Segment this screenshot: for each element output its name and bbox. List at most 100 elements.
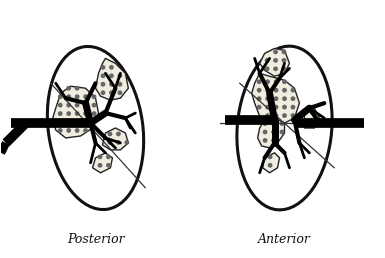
Circle shape xyxy=(117,132,120,136)
Circle shape xyxy=(75,112,79,115)
Circle shape xyxy=(274,59,277,62)
Circle shape xyxy=(75,95,79,98)
Circle shape xyxy=(67,112,70,115)
Circle shape xyxy=(67,129,70,132)
Circle shape xyxy=(272,130,275,134)
Circle shape xyxy=(275,114,278,117)
Polygon shape xyxy=(53,86,99,138)
Polygon shape xyxy=(259,49,290,76)
Circle shape xyxy=(107,164,110,167)
Circle shape xyxy=(110,74,113,77)
Circle shape xyxy=(291,88,295,92)
Circle shape xyxy=(101,74,105,77)
Circle shape xyxy=(67,103,70,107)
Circle shape xyxy=(280,130,284,134)
Circle shape xyxy=(258,106,261,109)
Circle shape xyxy=(258,80,261,83)
Circle shape xyxy=(59,95,62,98)
Text: Anterior: Anterior xyxy=(258,233,311,246)
Circle shape xyxy=(266,80,269,83)
Circle shape xyxy=(266,106,269,109)
Polygon shape xyxy=(258,118,285,148)
Circle shape xyxy=(118,83,122,86)
Circle shape xyxy=(275,80,278,83)
Circle shape xyxy=(266,88,269,92)
Circle shape xyxy=(283,106,286,109)
Circle shape xyxy=(84,95,87,98)
Circle shape xyxy=(275,88,278,92)
Circle shape xyxy=(263,122,267,125)
Circle shape xyxy=(275,97,278,100)
Circle shape xyxy=(280,122,284,125)
Circle shape xyxy=(272,139,275,142)
Circle shape xyxy=(258,88,261,92)
Polygon shape xyxy=(92,153,112,173)
Circle shape xyxy=(84,120,87,124)
Circle shape xyxy=(67,120,70,124)
Circle shape xyxy=(118,74,122,77)
Circle shape xyxy=(125,141,129,144)
Circle shape xyxy=(84,103,87,107)
Circle shape xyxy=(92,112,96,115)
Circle shape xyxy=(59,129,62,132)
Circle shape xyxy=(263,139,267,142)
Polygon shape xyxy=(252,73,300,123)
Circle shape xyxy=(59,103,62,107)
Circle shape xyxy=(283,97,286,100)
Circle shape xyxy=(274,67,277,70)
Circle shape xyxy=(268,155,272,158)
Circle shape xyxy=(101,66,105,69)
Circle shape xyxy=(108,141,112,144)
Circle shape xyxy=(92,95,96,98)
Polygon shape xyxy=(95,58,128,100)
Circle shape xyxy=(98,164,102,167)
Circle shape xyxy=(310,119,313,122)
Circle shape xyxy=(108,132,112,136)
Text: Posterior: Posterior xyxy=(67,233,124,246)
Circle shape xyxy=(283,114,286,117)
Circle shape xyxy=(272,122,275,125)
Ellipse shape xyxy=(237,46,332,210)
Polygon shape xyxy=(305,108,319,128)
Circle shape xyxy=(101,83,105,86)
Circle shape xyxy=(101,91,105,94)
Polygon shape xyxy=(263,153,280,173)
Circle shape xyxy=(75,103,79,107)
Circle shape xyxy=(263,130,267,134)
Circle shape xyxy=(310,110,313,114)
Circle shape xyxy=(291,106,295,109)
Circle shape xyxy=(291,97,295,100)
Circle shape xyxy=(268,164,272,167)
Polygon shape xyxy=(102,128,128,150)
Circle shape xyxy=(118,91,122,94)
Circle shape xyxy=(117,141,120,144)
Circle shape xyxy=(98,155,102,158)
Circle shape xyxy=(265,67,269,70)
Circle shape xyxy=(282,59,286,62)
Circle shape xyxy=(110,91,113,94)
Circle shape xyxy=(75,120,79,124)
Circle shape xyxy=(59,120,62,124)
Circle shape xyxy=(265,59,269,62)
Circle shape xyxy=(291,114,295,117)
Circle shape xyxy=(67,95,70,98)
Circle shape xyxy=(275,106,278,109)
Circle shape xyxy=(107,155,110,158)
Circle shape xyxy=(59,112,62,115)
Circle shape xyxy=(84,112,87,115)
Circle shape xyxy=(283,80,286,83)
Circle shape xyxy=(92,120,96,124)
Circle shape xyxy=(92,103,96,107)
Circle shape xyxy=(258,97,261,100)
Circle shape xyxy=(283,88,286,92)
Circle shape xyxy=(274,50,277,54)
Circle shape xyxy=(282,50,286,54)
Circle shape xyxy=(75,86,79,90)
Circle shape xyxy=(282,67,286,70)
Circle shape xyxy=(75,129,79,132)
Circle shape xyxy=(67,86,70,90)
Circle shape xyxy=(84,129,87,132)
Ellipse shape xyxy=(47,46,144,209)
Circle shape xyxy=(266,114,269,117)
Circle shape xyxy=(110,66,113,69)
